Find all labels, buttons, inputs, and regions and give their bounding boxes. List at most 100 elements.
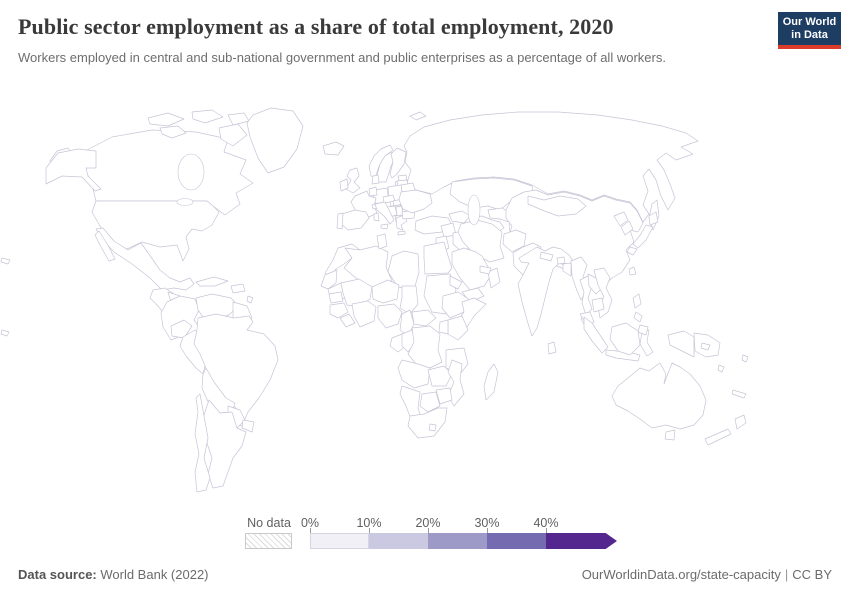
- country-democratic-republic-of-congo[interactable]: [407, 325, 443, 369]
- country-north-korea[interactable]: [613, 211, 629, 227]
- country-italy[interactable]: [373, 212, 380, 222]
- country-canada[interactable]: [227, 112, 250, 126]
- country-saudi-arabia[interactable]: [451, 247, 493, 291]
- country-new-caledonia[interactable]: [731, 389, 747, 399]
- country-mexico[interactable]: [95, 227, 195, 291]
- country-liberia[interactable]: [339, 313, 356, 328]
- country-new-zealand[interactable]: [704, 428, 732, 446]
- country-ghana[interactable]: [351, 300, 377, 328]
- country-dominican-republic[interactable]: [230, 283, 246, 294]
- country-venezuela[interactable]: [195, 293, 239, 320]
- country-guinea[interactable]: [329, 302, 349, 319]
- no-data-swatch[interactable]: [245, 533, 292, 549]
- legend-segment-4[interactable]: [546, 533, 617, 549]
- country-nigeria[interactable]: [377, 303, 403, 329]
- country-fiji[interactable]: [741, 354, 749, 363]
- country-greenland[interactable]: [246, 107, 304, 174]
- country-laos[interactable]: [587, 273, 603, 295]
- footer-link[interactable]: OurWorldinData.org/state-capacity: [581, 567, 781, 582]
- country-australia[interactable]: [664, 429, 676, 441]
- country-zambia[interactable]: [427, 365, 453, 387]
- country-vanuatu[interactable]: [717, 364, 725, 373]
- country-central-african-republic[interactable]: [411, 309, 437, 327]
- world-map[interactable]: [0, 106, 850, 506]
- country-botswana[interactable]: [419, 391, 441, 413]
- country-greece[interactable]: [397, 230, 406, 236]
- country-russia[interactable]: [403, 111, 699, 223]
- country-united-states[interactable]: [45, 148, 102, 192]
- country-vietnam[interactable]: [593, 267, 613, 319]
- country-taiwan[interactable]: [628, 266, 637, 276]
- country-pacific-islands[interactable]: [0, 329, 10, 337]
- country-australia[interactable]: [611, 362, 707, 430]
- country-portugal[interactable]: [336, 212, 344, 230]
- country-spain[interactable]: [339, 209, 370, 231]
- country-ireland[interactable]: [339, 178, 349, 192]
- country-algeria[interactable]: [343, 245, 393, 289]
- country-madagascar[interactable]: [483, 363, 499, 401]
- country-united-arab-emirates[interactable]: [479, 265, 492, 275]
- country-senegal[interactable]: [328, 291, 344, 304]
- country-india[interactable]: [517, 246, 574, 337]
- country-finland[interactable]: [389, 147, 407, 179]
- country-chile[interactable]: [194, 393, 211, 493]
- country-canada[interactable]: [147, 112, 185, 127]
- country-bhutan[interactable]: [556, 256, 566, 265]
- country-philippines[interactable]: [637, 324, 649, 336]
- country-indonesia[interactable]: [583, 316, 609, 354]
- country-lesser-antilles[interactable]: [246, 295, 254, 304]
- country-brazil[interactable]: [193, 313, 279, 427]
- country-japan[interactable]: [632, 224, 654, 249]
- country-japan[interactable]: [626, 246, 638, 256]
- country-canada[interactable]: [191, 109, 224, 124]
- country-georgia[interactable]: [448, 210, 471, 224]
- country-western-sahara[interactable]: [320, 269, 338, 290]
- country-argentina[interactable]: [202, 399, 247, 489]
- country-canada[interactable]: [218, 123, 248, 147]
- country-niger[interactable]: [371, 279, 400, 304]
- country-iceland[interactable]: [322, 141, 345, 156]
- country-libya[interactable]: [387, 250, 420, 291]
- country-solomon-islands[interactable]: [700, 342, 711, 351]
- country-japan[interactable]: [648, 211, 659, 226]
- country-oman[interactable]: [487, 267, 501, 289]
- country-tunisia[interactable]: [376, 233, 388, 250]
- legend-segment-3[interactable]: [487, 533, 546, 549]
- country-bangladesh[interactable]: [562, 262, 572, 277]
- country-sri-lanka[interactable]: [547, 341, 557, 355]
- country-new-zealand[interactable]: [734, 414, 747, 430]
- country-uruguay[interactable]: [241, 419, 255, 433]
- country-uganda[interactable]: [438, 319, 449, 335]
- country-south-korea[interactable]: [620, 220, 634, 236]
- country-mozambique[interactable]: [447, 359, 465, 407]
- country-nepal[interactable]: [539, 251, 554, 262]
- legend-segment-2[interactable]: [428, 533, 487, 549]
- legend-segment-0[interactable]: [310, 533, 369, 549]
- country-mongolia[interactable]: [527, 195, 587, 217]
- country-denmark[interactable]: [371, 174, 380, 185]
- country-ecuador[interactable]: [170, 319, 193, 339]
- legend-segment-1[interactable]: [369, 533, 428, 549]
- country-iran[interactable]: [457, 219, 505, 263]
- country-lesotho[interactable]: [428, 423, 437, 432]
- country-cambodia[interactable]: [591, 297, 605, 313]
- country-netherlands[interactable]: [368, 186, 378, 197]
- country-mexico[interactable]: [94, 230, 116, 262]
- country-indonesia[interactable]: [639, 329, 654, 357]
- country-norway[interactable]: [368, 144, 394, 178]
- country-italy[interactable]: [380, 223, 389, 230]
- country-chad[interactable]: [399, 285, 419, 315]
- country-angola[interactable]: [397, 359, 431, 389]
- country-eritrea[interactable]: [449, 275, 463, 290]
- country-canada[interactable]: [159, 125, 187, 139]
- country-cameroon[interactable]: [399, 309, 415, 337]
- country-philippines[interactable]: [632, 293, 642, 309]
- country-canada[interactable]: [82, 129, 254, 216]
- country-svalbard[interactable]: [409, 111, 427, 121]
- country-zimbabwe[interactable]: [435, 387, 453, 405]
- country-egypt[interactable]: [423, 241, 453, 275]
- country-united-kingdom[interactable]: [345, 167, 361, 194]
- country-italy[interactable]: [374, 201, 395, 225]
- country-south-africa[interactable]: [407, 407, 448, 439]
- country-indonesia[interactable]: [667, 330, 695, 358]
